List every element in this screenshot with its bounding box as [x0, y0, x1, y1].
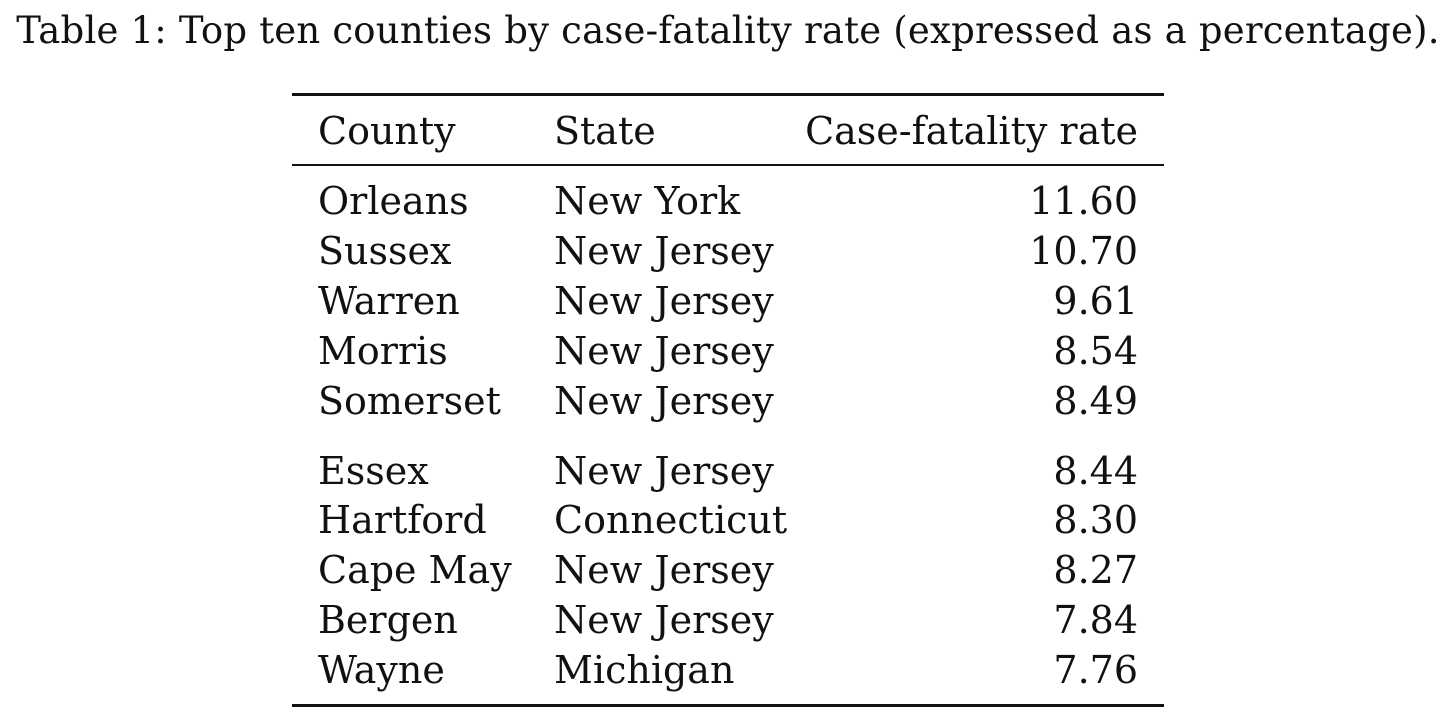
cell-state: New York [554, 179, 741, 223]
cell-state: New Jersey [554, 449, 774, 493]
cell-rate: 8.44 [1053, 449, 1138, 493]
cell-rate: 7.76 [1053, 648, 1138, 692]
header-case-fatality-rate: Case-fatality rate [805, 109, 1138, 153]
cell-county: Cape May [318, 548, 512, 592]
header-state: State [554, 109, 656, 153]
cell-rate: 8.27 [1053, 548, 1138, 592]
cell-county: Hartford [318, 498, 487, 542]
cell-county: Orleans [318, 179, 469, 223]
cell-state: New Jersey [554, 548, 774, 592]
cell-rate: 7.84 [1053, 598, 1138, 642]
cell-county: Wayne [318, 648, 445, 692]
cell-rate: 8.54 [1053, 329, 1138, 373]
cell-state: New Jersey [554, 229, 774, 273]
cell-rate: 10.70 [1029, 229, 1138, 273]
cell-rate: 9.61 [1053, 279, 1138, 323]
cell-county: Sussex [318, 229, 452, 273]
table-header-rule [292, 164, 1164, 166]
cell-county: Bergen [318, 598, 458, 642]
cell-county: Warren [318, 279, 460, 323]
cell-rate: 8.30 [1053, 498, 1138, 542]
table-top-rule [292, 93, 1164, 96]
cell-state: New Jersey [554, 329, 774, 373]
cell-state: New Jersey [554, 598, 774, 642]
table-bottom-rule [292, 704, 1164, 707]
cell-state: New Jersey [554, 279, 774, 323]
table-caption: Table 1: Top ten counties by case-fatali… [16, 9, 1440, 52]
cell-state: New Jersey [554, 379, 774, 423]
cell-state: Michigan [554, 648, 735, 692]
cell-rate: 11.60 [1029, 179, 1138, 223]
cell-rate: 8.49 [1053, 379, 1138, 423]
cell-county: Essex [318, 449, 429, 493]
header-county: County [318, 109, 456, 153]
cell-county: Somerset [318, 379, 501, 423]
cell-state: Connecticut [554, 498, 788, 542]
cell-county: Morris [318, 329, 448, 373]
